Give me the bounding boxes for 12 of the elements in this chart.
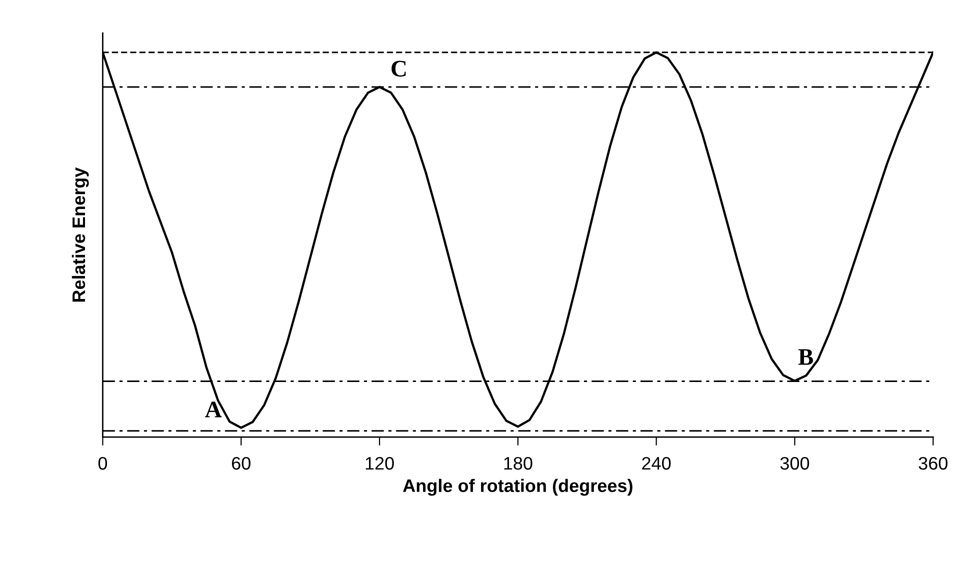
x-tick-label: 300	[780, 456, 810, 470]
x-tick-label: 120	[366, 456, 394, 470]
x-tick-label: 360	[918, 456, 948, 470]
annotation: C	[392, 60, 406, 77]
annotation: A	[205, 402, 222, 418]
x-tick-label: 60	[232, 456, 250, 470]
x-tick-label: 180	[504, 456, 532, 470]
annotation: B	[798, 349, 814, 365]
x-tick-label: 240	[642, 456, 671, 470]
y-axis-title: Relative Energy	[72, 167, 89, 302]
x-tick-label: 0	[98, 456, 108, 470]
x-axis-title: Angle of rotation (degrees)	[403, 478, 632, 496]
